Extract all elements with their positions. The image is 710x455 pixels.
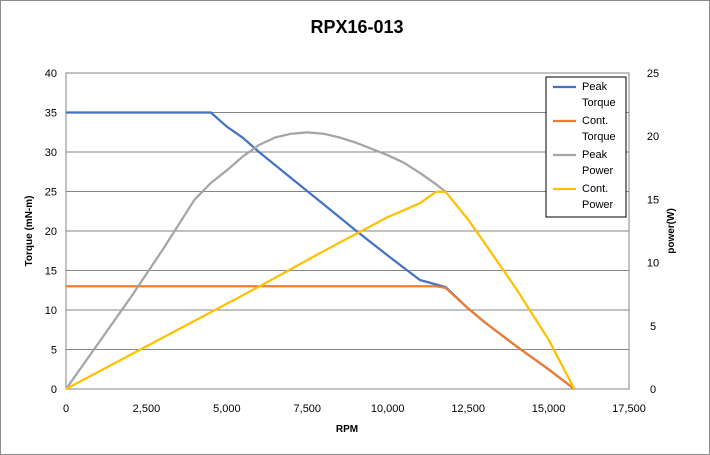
y-left-tick-label: 20 [45,226,57,238]
legend-label-peak-power: Peak [582,149,608,161]
legend-label-cont-torque: Torque [582,131,616,143]
y-right-tick-label: 5 [650,321,656,333]
x-tick-label: 10,000 [371,403,405,415]
series-line-peak-power [65,131,447,390]
tick-labels: 0 2,500 5,000 7,500 10,000 12,500 15,000 17,500… [45,68,659,415]
y-right-tick-label: 20 [647,131,659,143]
legend-box [545,76,627,218]
y-left-tick-label: 15 [45,266,57,278]
x-tick-label: 15,000 [532,403,566,415]
legend-label-peak-torque: Peak [582,81,608,93]
legend: Peak Torque Cont. Torque Peak Power Cont. Power [545,76,627,218]
y-left-tick-label: 25 [45,187,57,199]
y-axis-left-label: Torque (mN-m) [24,196,35,267]
y-left-tick-label: 5 [51,345,57,357]
gridlines [66,112,629,350]
x-tick-label: 12,500 [451,403,485,415]
y-right-tick-label: 15 [647,194,659,206]
y-axis-right-label: power(W) [666,208,677,254]
legend-label-peak-torque: Torque [582,97,616,109]
series-line-cont-torque [66,285,575,390]
y-right-tick-label: 0 [650,384,656,396]
y-left-tick-label: 10 [45,305,57,317]
legend-label-peak-power: Power [582,165,614,177]
series-lines [65,111,576,390]
x-tick-label: 0 [63,403,69,415]
series-line-cont-power [65,190,576,390]
y-left-tick-label: 35 [45,108,57,120]
y-left-tick-label: 30 [45,147,57,159]
y-right-tick-label: 25 [647,68,659,80]
plot-area [65,72,630,390]
y-right-tick-label: 10 [647,258,659,270]
x-axis-label: RPM [336,424,358,435]
y-left-tick-label: 0 [51,384,57,396]
chart-title: RPX16-013 [310,17,403,37]
x-tick-label: 5,000 [213,403,241,415]
x-tick-label: 2,500 [133,403,161,415]
x-tick-label: 17,500 [612,403,646,415]
legend-label-cont-power: Cont. [582,183,608,195]
legend-label-cont-power: Power [582,199,614,211]
x-tick-label: 7,500 [294,403,322,415]
legend-label-cont-torque: Cont. [582,115,608,127]
y-left-tick-label: 40 [45,68,57,80]
